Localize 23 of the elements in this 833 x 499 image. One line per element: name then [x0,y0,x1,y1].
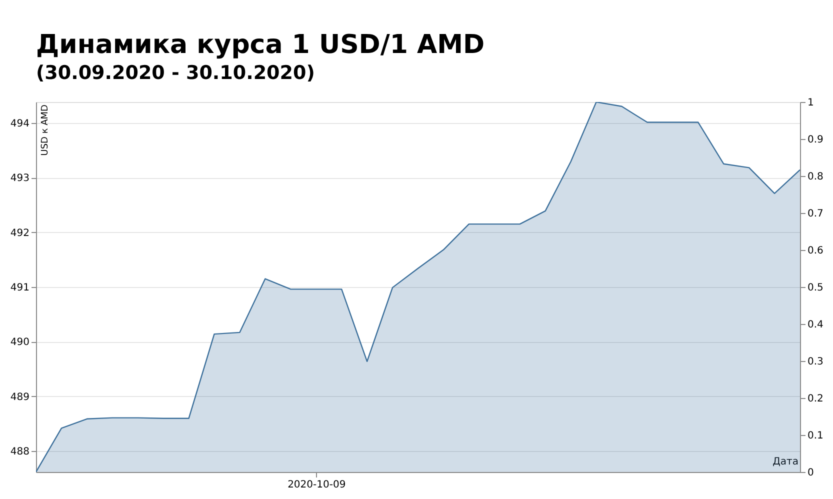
y2-tick-label: 0.9 [808,134,824,146]
y2-tick-label: 0.6 [808,246,824,256]
y-tick-label: 491 [10,282,30,294]
y-axis-title: USD к AMD [40,104,50,156]
y2-tick-label: 1 [808,98,814,108]
x-tick-label: 2020-10-09 [288,480,346,490]
y-tick-label: 490 [10,337,30,348]
y-tick-label: 492 [10,228,30,239]
y-tick-label: 488 [10,446,30,458]
y2-tick-label: 0.7 [808,208,824,220]
y2-tick-label: 0.1 [808,430,824,442]
y2-tick-label: 0.4 [808,320,824,330]
y2-tick-label: 0.5 [808,282,824,294]
y2-tick-label: 0.3 [808,356,824,368]
y2-tick-label: 0.2 [808,394,824,404]
y2-tick-label: 0.8 [808,172,824,182]
y-tick-label: 489 [10,392,30,403]
x-axis-title: Дата [772,456,798,468]
chart-title: Динамика курса 1 USD/1 AMD [36,30,485,60]
chart-subtitle: (30.09.2020 - 30.10.2020) [36,62,315,84]
y-tick-label: 494 [10,118,30,130]
y-tick-label: 493 [10,173,30,184]
y2-tick-label: 0 [808,468,814,478]
